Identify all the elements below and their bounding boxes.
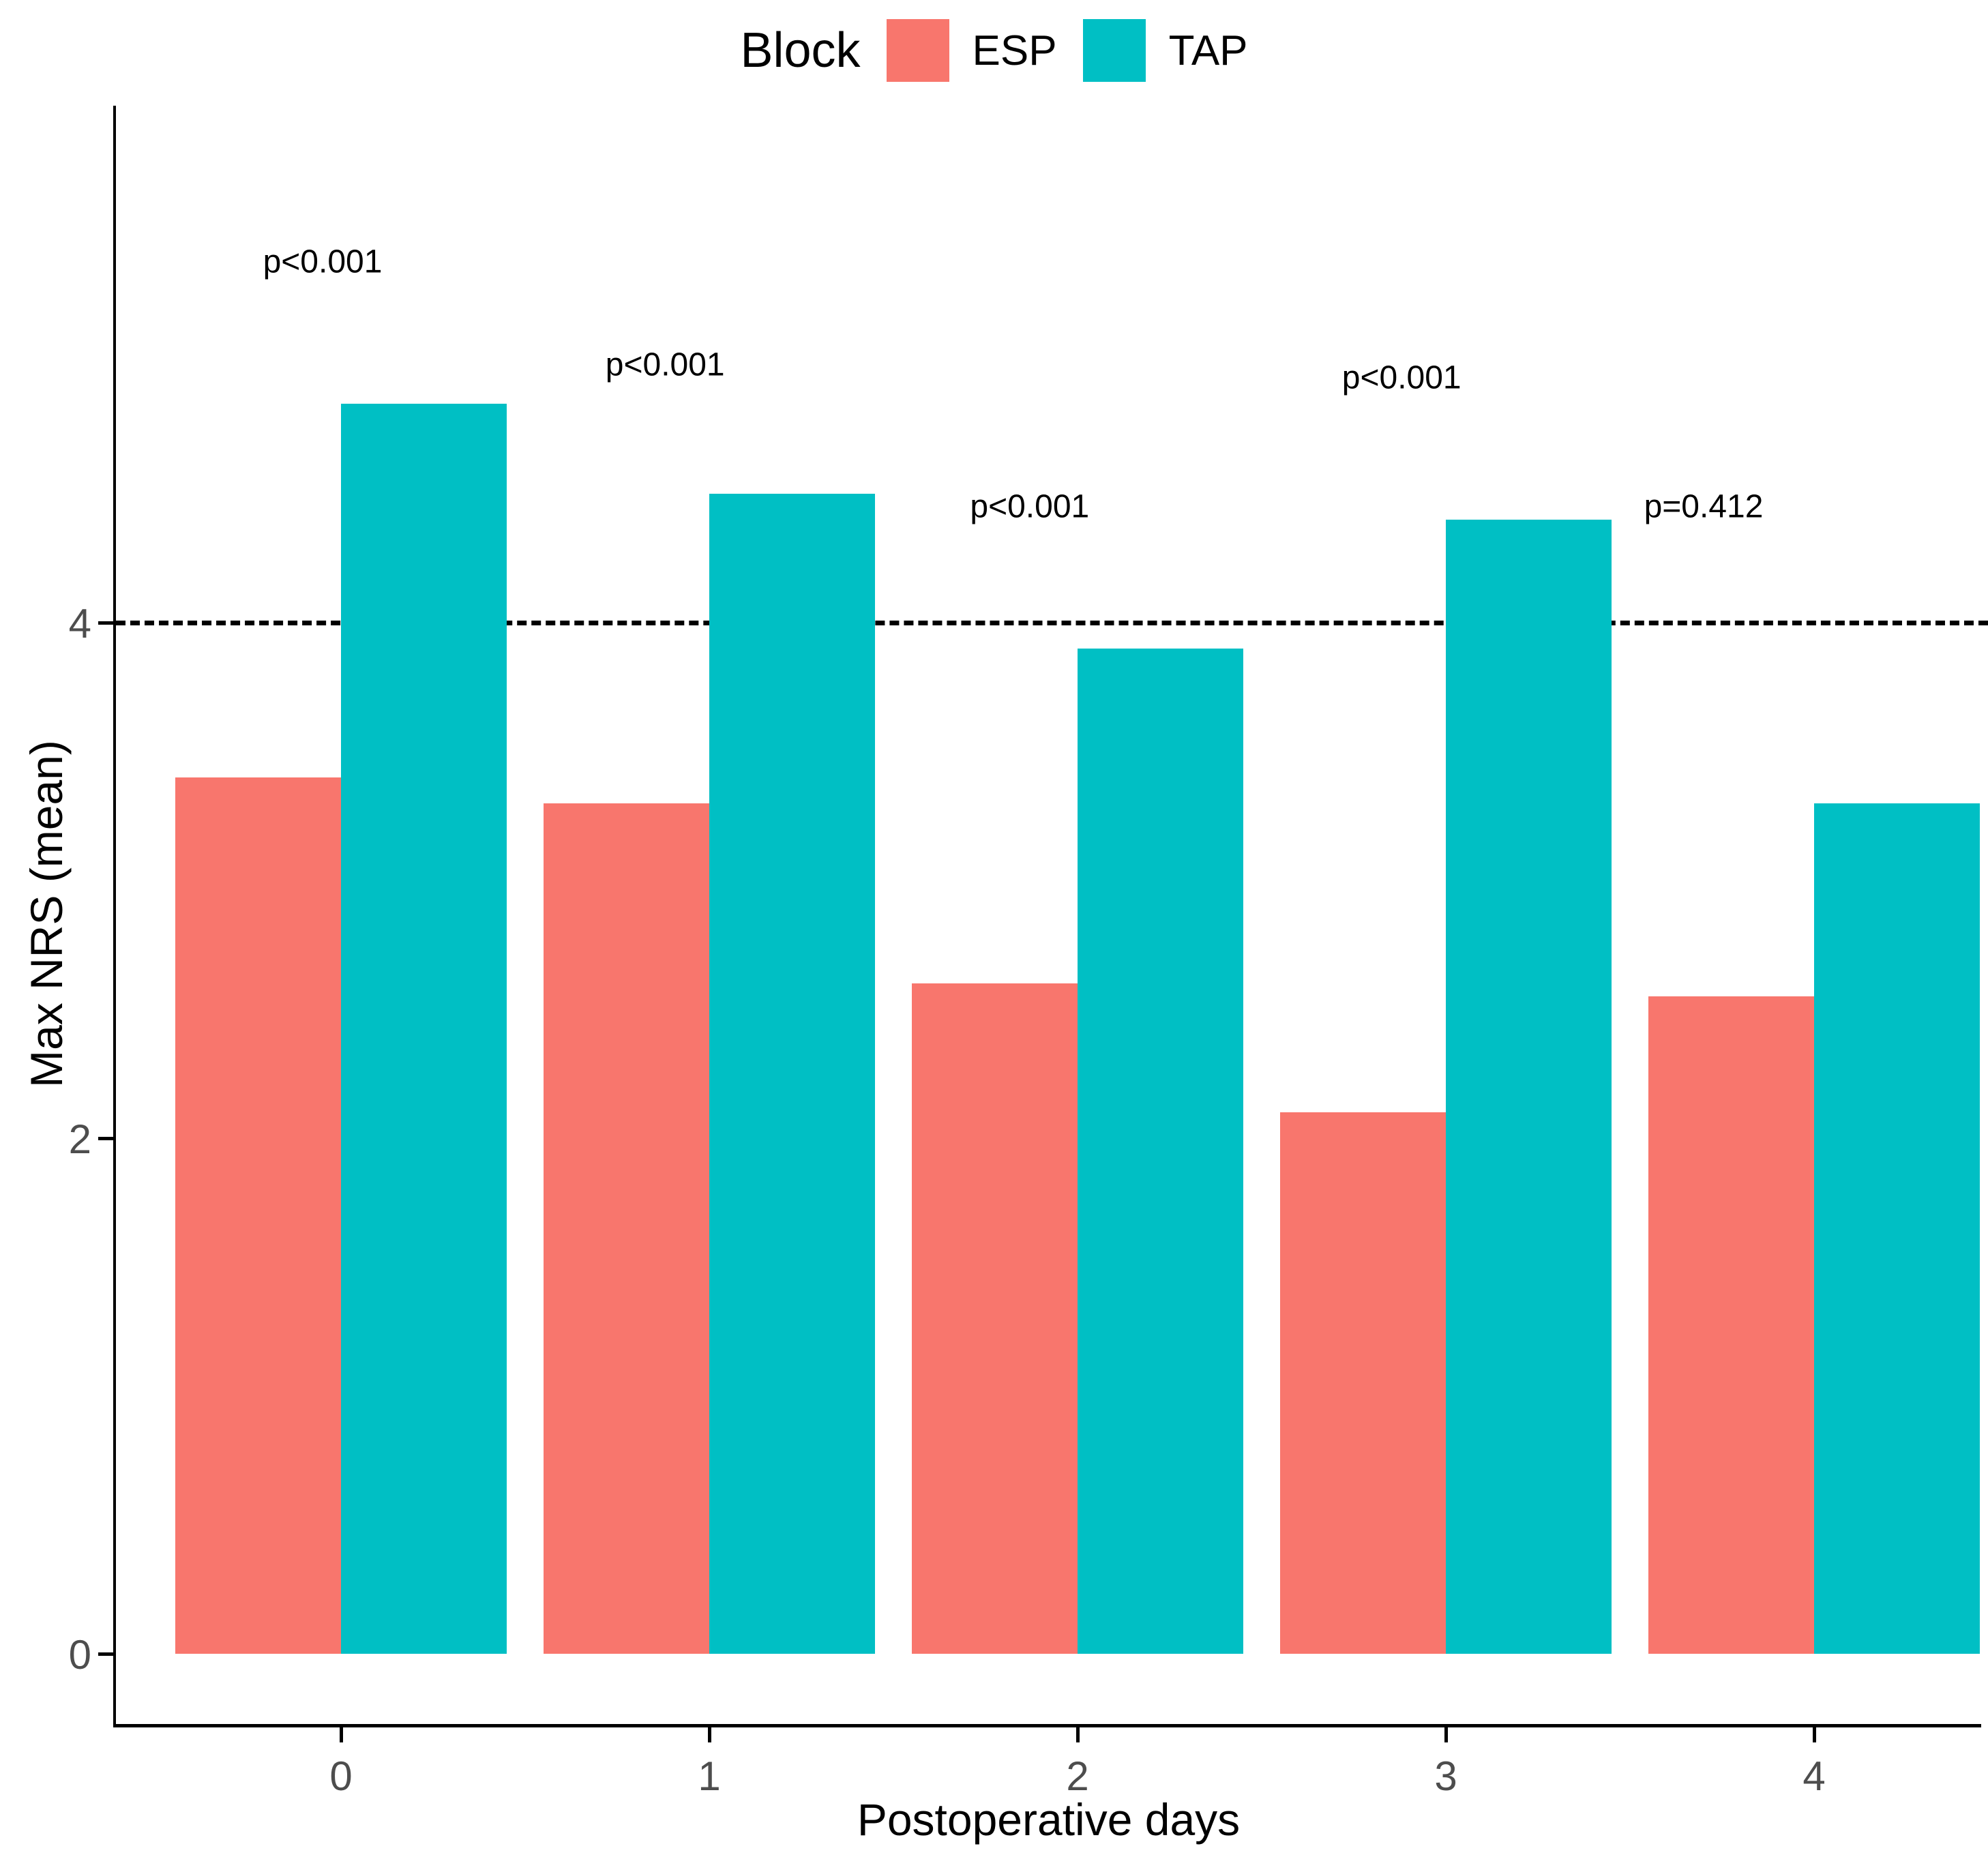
x-tick-2 — [1076, 1727, 1080, 1742]
reference-line-y4 — [116, 621, 1988, 625]
bar-esp-day2 — [912, 983, 1078, 1654]
y-tick-label-0: 0 — [68, 1632, 91, 1678]
legend-item-esp: ESP — [886, 19, 1057, 82]
p-value-label-day2: p<0.001 — [970, 488, 1090, 525]
x-axis-title: Postoperative days — [857, 1794, 1241, 1845]
x-tick-1 — [708, 1727, 711, 1742]
y-tick-0 — [98, 1652, 113, 1656]
esp-legend-label: ESP — [972, 27, 1057, 74]
p-value-label-day1: p<0.001 — [605, 346, 725, 383]
bar-tap-day4 — [1814, 803, 1980, 1654]
legend-title: Block — [740, 23, 861, 78]
x-tick-0 — [340, 1727, 343, 1742]
plot-area: p<0.001 p<0.001 p<0.001 p<0.001 p=0.412 — [116, 106, 1988, 1724]
tap-color-swatch — [1082, 19, 1146, 82]
y-tick-label-2: 2 — [68, 1116, 91, 1162]
esp-color-swatch — [886, 19, 949, 82]
legend-item-tap: TAP — [1082, 19, 1248, 82]
bar-tap-day0 — [341, 403, 507, 1654]
y-tick-2 — [98, 1137, 113, 1140]
bar-esp-day1 — [544, 803, 709, 1654]
x-tick-label-4: 4 — [1802, 1753, 1826, 1799]
x-tick-label-3: 3 — [1434, 1753, 1457, 1799]
p-value-label-day4: p=0.412 — [1644, 488, 1764, 525]
y-axis-line — [113, 106, 117, 1727]
x-axis-line — [113, 1724, 1981, 1727]
x-tick-4 — [1813, 1727, 1816, 1742]
legend: Block ESP TAP — [0, 19, 1988, 82]
p-value-label-day3: p<0.001 — [1341, 359, 1462, 396]
bar-esp-day4 — [1648, 996, 1814, 1654]
y-tick-4 — [98, 621, 113, 625]
bar-esp-day0 — [175, 777, 341, 1654]
x-tick-label-2: 2 — [1066, 1753, 1089, 1799]
y-tick-label-4: 4 — [68, 601, 91, 647]
p-value-label-day0: p<0.001 — [263, 243, 383, 280]
x-tick-label-1: 1 — [698, 1753, 721, 1799]
bar-tap-day1 — [709, 494, 875, 1654]
bar-esp-day3 — [1280, 1112, 1446, 1654]
x-tick-label-0: 0 — [329, 1753, 353, 1799]
bar-tap-day2 — [1078, 648, 1243, 1654]
tap-legend-label: TAP — [1168, 27, 1248, 74]
x-tick-3 — [1444, 1727, 1448, 1742]
bar-tap-day3 — [1446, 519, 1612, 1654]
